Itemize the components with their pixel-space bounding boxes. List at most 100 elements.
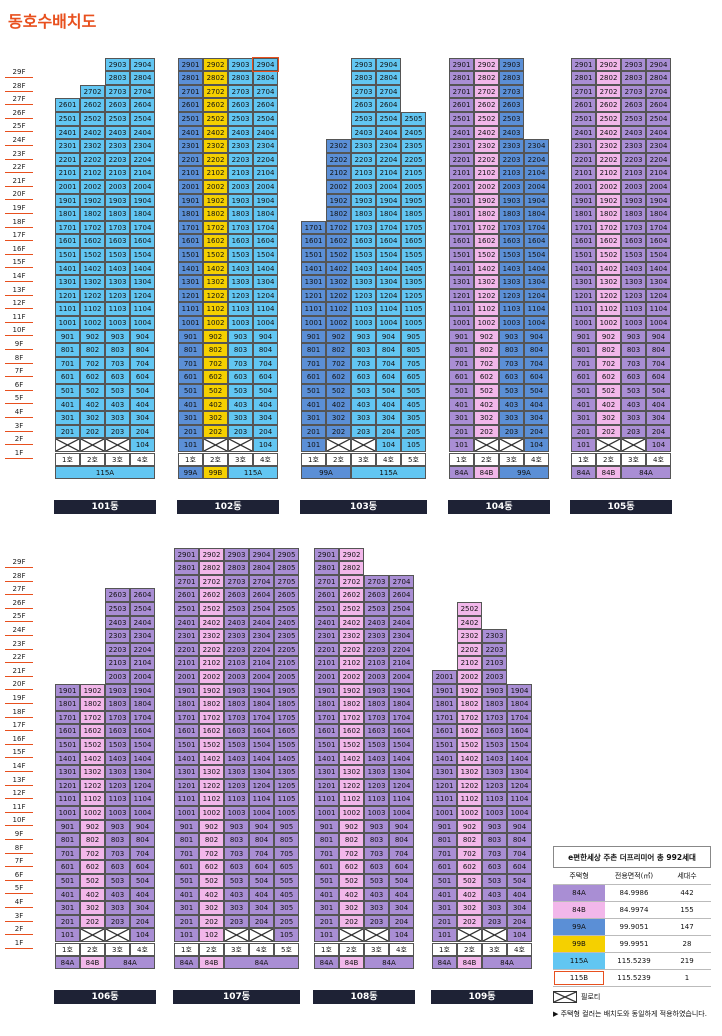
line-number: 2호 xyxy=(80,943,105,956)
unit-cell: 2202 xyxy=(457,642,482,657)
unit-cell: 2902 xyxy=(339,547,364,562)
unit-cell: 804 xyxy=(389,833,414,847)
legend-column-header: 주택형 전용면적(㎡) 세대수 xyxy=(553,868,711,885)
unit-cell: 101 xyxy=(55,928,80,942)
unit-cell: 203 xyxy=(228,424,253,439)
unit-cell: 2403 xyxy=(224,615,249,630)
unit-cell: 2804 xyxy=(376,71,401,85)
unit-cell: 2303 xyxy=(621,139,646,153)
unit-cell: 601 xyxy=(571,370,596,384)
unit-cell: 1504 xyxy=(249,738,274,752)
floor-label: 19F xyxy=(5,692,33,704)
unit-cell: 803 xyxy=(621,343,646,357)
unit-cell: 601 xyxy=(55,370,80,384)
unit-cell: 1603 xyxy=(105,234,130,248)
unit-cell: 302 xyxy=(199,901,224,915)
unit-cell: 1902 xyxy=(596,193,621,208)
unit-cell: 2001 xyxy=(432,670,457,684)
unit-cell: 1004 xyxy=(389,806,414,820)
pilotis-icon xyxy=(553,991,577,1003)
unit-cell: 1301 xyxy=(174,765,199,779)
unit-cell: 1604 xyxy=(376,234,401,248)
legend-note: ▶ 주택형 컬러는 배치도와 동일하게 적용하였습니다. xyxy=(553,1010,707,1018)
unit-cell: 602 xyxy=(339,860,364,874)
type-bar: 84B xyxy=(596,466,621,479)
unit-cell: 1604 xyxy=(130,724,155,738)
unit-cell: 1605 xyxy=(274,724,299,738)
unit-cell: 2102 xyxy=(199,656,224,670)
unit-cell: 1902 xyxy=(199,683,224,698)
unit-cell: 2004 xyxy=(253,180,278,194)
legend-area: 115.5239 xyxy=(617,957,651,965)
unit-cell: 1703 xyxy=(224,710,249,725)
unit-cell: 1204 xyxy=(507,778,532,793)
floor-label: 18F xyxy=(5,216,33,228)
floor-label: 23F xyxy=(5,148,33,160)
floor-label: 1F xyxy=(5,937,33,949)
unit-cell: 301 xyxy=(301,411,326,425)
unit-cell: 204 xyxy=(376,424,401,439)
unit-cell: 903 xyxy=(499,329,524,344)
unit-cell: 201 xyxy=(314,914,339,929)
unit-cell: 202 xyxy=(203,424,228,439)
unit-cell: 2402 xyxy=(80,125,105,140)
unit-cell: 1701 xyxy=(571,220,596,235)
floor-label: 25F xyxy=(5,120,33,133)
unit-cell: 1604 xyxy=(249,724,274,738)
unit-cell: 2105 xyxy=(401,166,426,180)
unit-cell: 403 xyxy=(224,887,249,902)
unit-cell: 1604 xyxy=(524,234,549,248)
unit-cell: 2903 xyxy=(621,57,646,72)
unit-cell: 702 xyxy=(474,356,499,371)
unit-cell: 2702 xyxy=(203,84,228,99)
unit-cell: 1304 xyxy=(646,275,671,289)
unit-cell: 2603 xyxy=(351,98,376,112)
unit-cell: 1101 xyxy=(174,792,199,806)
pilotis-cell xyxy=(105,928,130,942)
legend-row: 99A 99.9051 147 xyxy=(553,919,711,936)
unit-cell: 304 xyxy=(130,411,155,425)
unit-cell: 704 xyxy=(524,356,549,371)
unit-cell: 1801 xyxy=(432,697,457,711)
unit-cell: 2404 xyxy=(646,125,671,140)
unit-cell: 1703 xyxy=(105,220,130,235)
unit-cell: 2601 xyxy=(174,588,199,602)
unit-cell: 1003 xyxy=(621,316,646,330)
unit-cell: 403 xyxy=(621,397,646,412)
unit-cell: 2102 xyxy=(326,166,351,180)
pilotis-cell xyxy=(249,928,274,942)
unit-cell: 104 xyxy=(253,438,278,452)
unit-cell: 2305 xyxy=(274,629,299,643)
building-label: 105동 xyxy=(570,500,672,514)
unit-cell: 202 xyxy=(80,424,105,439)
unit-cell: 604 xyxy=(646,370,671,384)
unit-cell: 2904 xyxy=(130,57,155,72)
unit-cell: 1103 xyxy=(482,792,507,806)
unit-cell: 1201 xyxy=(178,288,203,303)
unit-cell: 1102 xyxy=(457,792,482,806)
unit-cell: 2401 xyxy=(178,125,203,140)
unit-cell: 1602 xyxy=(199,724,224,738)
floor-label: 7F xyxy=(5,855,33,868)
legend-col-count: 세대수 xyxy=(677,872,697,880)
type-bar: 99A xyxy=(301,466,351,479)
unit-cell: 2602 xyxy=(339,588,364,602)
unit-cell: 402 xyxy=(596,397,621,412)
unit-cell: 2305 xyxy=(401,139,426,153)
unit-cell: 2904 xyxy=(376,57,401,72)
unit-cell: 104 xyxy=(524,438,549,452)
unit-cell: 201 xyxy=(432,914,457,929)
unit-cell: 1603 xyxy=(482,724,507,738)
unit-cell: 2203 xyxy=(105,642,130,657)
unit-cell: 2404 xyxy=(130,125,155,140)
line-number: 3호 xyxy=(228,453,253,466)
line-number: 3호 xyxy=(351,453,376,466)
unit-cell: 201 xyxy=(571,424,596,439)
unit-cell: 1702 xyxy=(203,220,228,235)
unit-cell: 301 xyxy=(432,901,457,915)
unit-cell: 1901 xyxy=(178,193,203,208)
unit-cell: 2702 xyxy=(80,84,105,99)
unit-cell: 1903 xyxy=(105,683,130,698)
unit-cell: 2303 xyxy=(105,629,130,643)
unit-cell: 904 xyxy=(249,819,274,834)
